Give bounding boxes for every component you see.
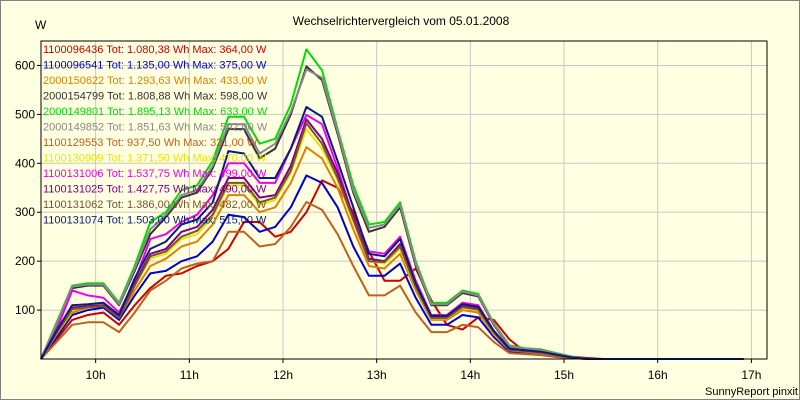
chart-title: Wechselrichtervergleich vom 05.01.2008 bbox=[293, 14, 510, 28]
y-tick-label: 600 bbox=[15, 58, 35, 72]
x-tick-label: 15h bbox=[554, 368, 574, 382]
x-tick-label: 13h bbox=[367, 368, 387, 382]
x-tick-label: 10h bbox=[86, 368, 106, 382]
x-tick-label: 11h bbox=[180, 368, 199, 382]
footer-credit: SunnyReport pinxit bbox=[705, 386, 798, 398]
legend-entry-1100130909: 1100130909 Tot: 1.371,50 Wh Max: 470,00 … bbox=[43, 153, 267, 165]
y-tick-label: 100 bbox=[15, 303, 35, 317]
axes: 100 200 300 400 500 600 10h 11h 12h 13h 14h 15h 16h 1… bbox=[15, 40, 768, 382]
legend-entry-2000149801: 2000149801 Tot: 1.895,13 Wh Max: 633,00 … bbox=[43, 106, 268, 118]
legend-entry-1100131025: 1100131025 Tot: 1.427,75 Wh Max: 490,00 … bbox=[43, 184, 267, 196]
legend-entry-2000149852: 2000149852 Tot: 1.851,63 Wh Max: 592,00 … bbox=[43, 122, 268, 134]
legend-entry-2000150622: 2000150622 Tot: 1.293,63 Wh Max: 433,00 … bbox=[43, 75, 268, 87]
x-tick-label: 12h bbox=[273, 368, 293, 382]
legend-entry-2000154799: 2000154799 Tot: 1.808,88 Wh Max: 598,00 … bbox=[43, 91, 268, 103]
legend-entry-1100131062: 1100131062 Tot: 1.386,00 Wh Max: 482,00 … bbox=[43, 199, 267, 211]
legend-entry-1100096436: 1100096436 Tot: 1.080,38 Wh Max: 364,00 … bbox=[43, 44, 267, 56]
y-tick-label: 200 bbox=[15, 254, 35, 268]
legend-entry-1100131006: 1100131006 Tot: 1.537,75 Wh Max: 499,00 … bbox=[43, 168, 267, 180]
y-axis-unit-label: W bbox=[35, 18, 47, 32]
plot-frame bbox=[40, 40, 768, 360]
grid bbox=[41, 41, 767, 359]
y-tick-label: 300 bbox=[15, 205, 35, 219]
y-tick-label: 400 bbox=[15, 156, 35, 170]
legend-entry-1100131074: 1100131074 Tot: 1.503,00 Wh Max: 515,00 … bbox=[43, 215, 267, 227]
legend-entry-1100129553: 1100129553 Tot: 937,50 Wh Max: 321,00 W bbox=[43, 137, 258, 149]
y-tick-label: 500 bbox=[15, 107, 35, 121]
x-tick-label: 17h bbox=[741, 368, 761, 382]
legend-entry-1100096541: 1100096541 Tot: 1.135,00 Wh Max: 375,00 … bbox=[43, 60, 267, 72]
legend: 1100096436 Tot: 1.080,38 Wh Max: 364,00 … bbox=[43, 44, 268, 227]
x-tick-label: 14h bbox=[460, 368, 480, 382]
x-tick-label: 16h bbox=[648, 368, 668, 382]
